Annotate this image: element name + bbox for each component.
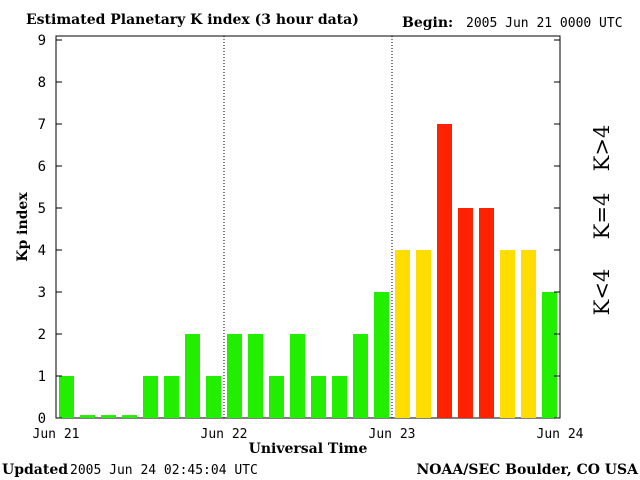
updated-label: Updated xyxy=(2,462,68,478)
updated-value: 2005 Jun 24 02:45:04 UTC xyxy=(70,463,258,478)
kp-bar xyxy=(269,376,284,418)
kp-bar xyxy=(227,334,242,418)
y-axis-label: Kp index xyxy=(15,192,31,262)
kp-bar xyxy=(143,376,158,418)
kp-bar xyxy=(59,376,74,418)
y-tick-label: 5 xyxy=(38,201,46,217)
kp-bar xyxy=(479,208,494,418)
kp-bar xyxy=(290,334,305,418)
kp-bar xyxy=(437,124,452,418)
kp-bar xyxy=(500,250,515,418)
x-tick-label: Jun 22 xyxy=(201,427,248,442)
kp-bar xyxy=(416,250,431,418)
legend-k-above-4: K>4 xyxy=(590,125,614,172)
y-tick-label: 1 xyxy=(38,369,46,385)
y-tick-label: 3 xyxy=(38,285,46,301)
kp-bar xyxy=(521,250,536,418)
kp-bar xyxy=(164,376,179,418)
bars xyxy=(59,124,557,418)
kp-bar xyxy=(458,208,473,418)
begin-value: 2005 Jun 21 0000 UTC xyxy=(466,16,623,31)
kp-bar xyxy=(122,415,137,418)
kp-bar xyxy=(80,415,95,418)
x-tick-label: Jun 23 xyxy=(369,427,416,442)
kp-bar xyxy=(332,376,347,418)
credit-text: NOAA/SEC Boulder, CO USA xyxy=(417,462,640,478)
y-tick-label: 7 xyxy=(38,117,46,133)
kp-bar xyxy=(311,376,326,418)
y-tick-label: 0 xyxy=(38,411,46,427)
y-axis-ticks: 0 1 2 3 4 5 6 7 8 9 xyxy=(38,33,560,427)
y-tick-label: 9 xyxy=(38,33,46,49)
x-tick-label: Jun 21 xyxy=(33,427,80,442)
plot-area xyxy=(55,35,561,419)
kp-bar xyxy=(374,292,389,418)
kp-bar xyxy=(101,415,116,418)
y-tick-label: 8 xyxy=(38,75,46,91)
kp-bar xyxy=(353,334,368,418)
y-tick-label: 6 xyxy=(38,159,46,175)
legend-k-below-4: K<4 xyxy=(590,269,614,316)
kp-bar xyxy=(248,334,263,418)
plot-frame xyxy=(55,35,561,419)
legend-k-equals-4: K=4 xyxy=(590,193,614,240)
kp-bar xyxy=(185,334,200,418)
x-axis-ticks: Jun 21 Jun 22 Jun 23 Jun 24 xyxy=(33,427,584,442)
kp-bar xyxy=(542,292,557,418)
chart-title: Estimated Planetary K index (3 hour data… xyxy=(26,12,359,28)
y-tick-label: 2 xyxy=(38,327,46,343)
x-tick-label: Jun 24 xyxy=(537,427,584,442)
x-axis-label: Universal Time xyxy=(249,441,368,457)
y-tick-label: 4 xyxy=(38,243,46,259)
kp-bar xyxy=(395,250,410,418)
begin-label: Begin: xyxy=(402,15,453,31)
day-dividers xyxy=(223,36,393,418)
kp-bar xyxy=(206,376,221,418)
